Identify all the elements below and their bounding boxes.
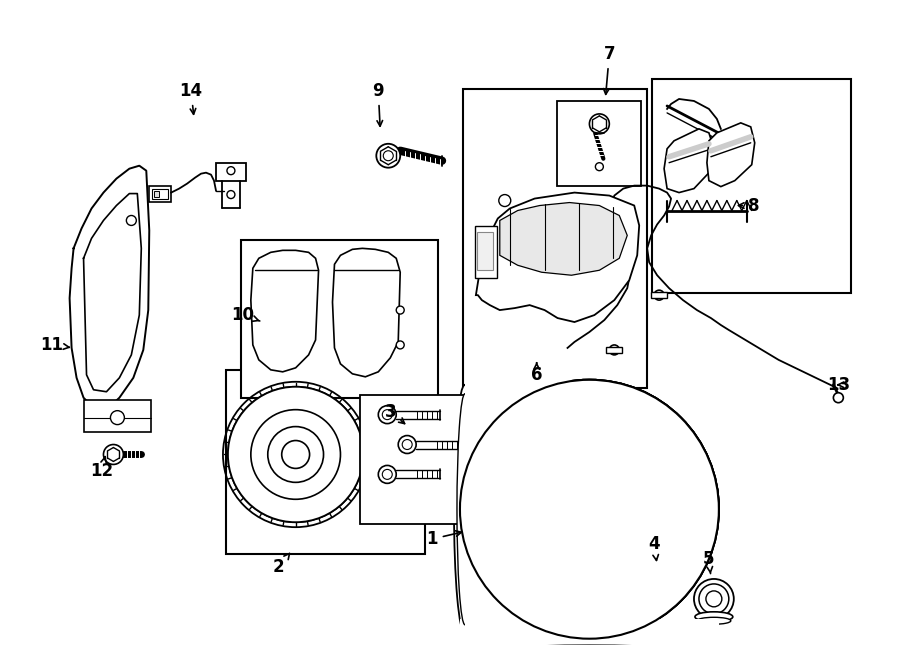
Circle shape (228, 387, 364, 522)
Circle shape (227, 190, 235, 198)
Ellipse shape (646, 598, 672, 604)
Circle shape (583, 543, 596, 555)
Bar (84, 400, 151, 432)
Circle shape (574, 494, 604, 524)
Polygon shape (500, 202, 627, 275)
Polygon shape (476, 192, 639, 322)
Bar (226, 370, 425, 554)
Text: 2: 2 (273, 553, 290, 576)
Polygon shape (664, 129, 714, 192)
Circle shape (402, 440, 412, 449)
Circle shape (228, 387, 364, 522)
Circle shape (111, 410, 124, 424)
Circle shape (596, 163, 603, 171)
Circle shape (560, 471, 572, 483)
Circle shape (509, 430, 669, 589)
Circle shape (460, 380, 719, 639)
Bar (216, 163, 246, 180)
Circle shape (104, 444, 123, 465)
Circle shape (621, 516, 634, 527)
Ellipse shape (457, 394, 472, 625)
Text: 14: 14 (179, 82, 203, 114)
Circle shape (126, 215, 136, 225)
Circle shape (590, 114, 609, 134)
Bar (652, 79, 851, 293)
Bar (475, 227, 497, 278)
Bar (152, 188, 168, 198)
Bar (465, 380, 594, 639)
Bar (460, 619, 719, 644)
Circle shape (509, 430, 669, 589)
Circle shape (268, 426, 323, 483)
Circle shape (398, 436, 416, 453)
Text: 13: 13 (827, 375, 850, 394)
Bar (652, 292, 667, 298)
Circle shape (560, 471, 572, 483)
Bar (154, 190, 159, 196)
Circle shape (382, 410, 392, 420)
Circle shape (545, 516, 557, 527)
Circle shape (699, 584, 729, 614)
Bar (241, 241, 438, 398)
Text: 7: 7 (604, 45, 615, 95)
Ellipse shape (695, 612, 733, 622)
Circle shape (282, 440, 310, 469)
Text: 1: 1 (427, 530, 462, 548)
Circle shape (574, 494, 604, 524)
Circle shape (499, 194, 510, 206)
Circle shape (560, 479, 619, 539)
Bar (607, 347, 622, 353)
Text: 4: 4 (648, 535, 660, 561)
Circle shape (583, 543, 596, 555)
Circle shape (654, 290, 664, 300)
Circle shape (545, 516, 557, 527)
Circle shape (382, 469, 392, 479)
Polygon shape (332, 249, 400, 377)
Circle shape (376, 144, 400, 168)
Text: 11: 11 (40, 336, 69, 354)
Circle shape (460, 380, 719, 639)
Text: 6: 6 (531, 363, 543, 384)
Text: 12: 12 (90, 457, 113, 481)
Bar (465, 380, 594, 639)
Circle shape (560, 479, 619, 539)
Circle shape (396, 341, 404, 349)
Polygon shape (706, 123, 755, 186)
Circle shape (378, 406, 396, 424)
Text: 5: 5 (703, 550, 715, 574)
Circle shape (621, 516, 634, 527)
Bar (360, 395, 490, 524)
Circle shape (460, 380, 719, 639)
Bar (149, 186, 171, 202)
Circle shape (378, 465, 396, 483)
Ellipse shape (644, 593, 674, 601)
Circle shape (833, 393, 843, 403)
Circle shape (251, 410, 340, 499)
Bar (463, 89, 647, 388)
Text: 10: 10 (231, 306, 260, 324)
Circle shape (383, 151, 393, 161)
Text: 8: 8 (738, 196, 760, 215)
Ellipse shape (454, 385, 476, 634)
Bar (477, 233, 493, 270)
Polygon shape (251, 251, 319, 372)
Circle shape (607, 471, 619, 483)
Circle shape (537, 457, 641, 561)
Circle shape (607, 471, 619, 483)
Circle shape (706, 591, 722, 607)
Circle shape (227, 167, 235, 175)
Circle shape (396, 306, 404, 314)
Circle shape (537, 457, 641, 561)
Ellipse shape (463, 626, 716, 644)
Bar (556, 101, 641, 186)
Circle shape (644, 565, 675, 597)
Circle shape (609, 345, 619, 355)
Ellipse shape (697, 617, 731, 624)
Circle shape (694, 579, 733, 619)
Circle shape (652, 574, 666, 588)
Text: 9: 9 (373, 82, 384, 126)
Text: 3: 3 (384, 403, 405, 424)
